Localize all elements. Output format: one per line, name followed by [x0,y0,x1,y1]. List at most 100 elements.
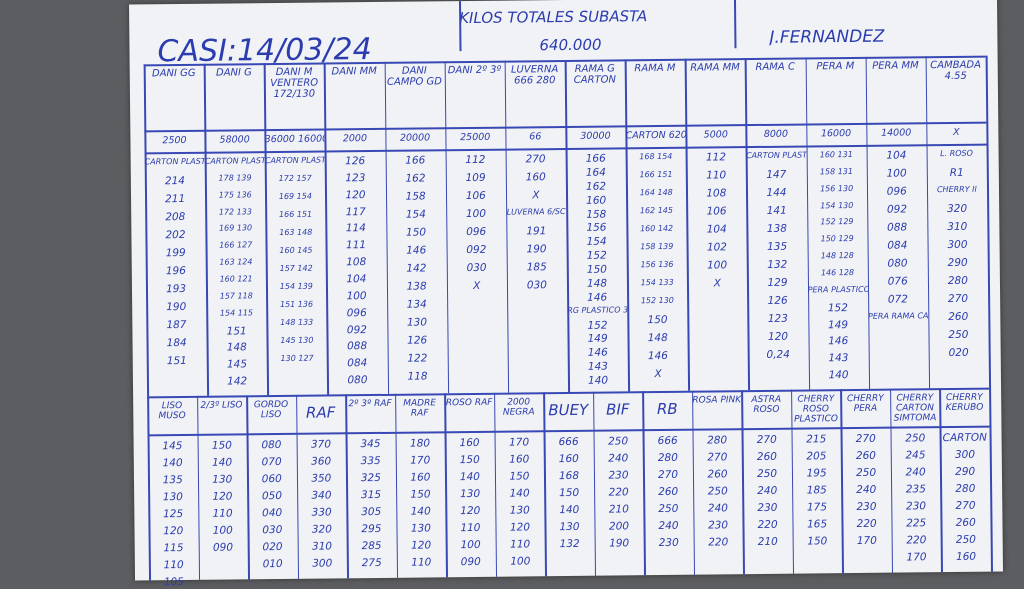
rule [733,0,737,49]
value: 160 145 [279,245,313,255]
value: 150 [405,226,427,239]
value: 112 [465,153,486,167]
value: 260 [707,468,728,481]
value: 111 [345,239,367,252]
value: 345 [360,437,381,451]
value: 230 [905,500,927,513]
value: 300 [947,238,968,252]
value: 260 [658,485,679,499]
value: 160 [459,436,480,450]
value: 290 [955,465,976,478]
price: X [952,126,960,138]
price: 8000 [763,128,789,140]
price: 66 [529,131,542,143]
price: 5000 [703,129,728,141]
value: 143 [828,352,849,365]
price: 2000 [342,133,368,145]
column-header: GORDO LISO [253,399,289,421]
value: 168 [558,469,580,483]
price: 58000 [219,134,250,146]
value: 138 [766,222,787,235]
value: 120 [460,504,481,518]
value: 164 148 [639,187,673,198]
column-header: CHERRY KERUBO [945,392,984,414]
value: 210 [608,503,629,516]
value: 120 [163,525,184,538]
value: 076 [887,275,908,288]
value: 109 [465,171,486,185]
value: 175 [806,501,828,514]
value: 126 [407,334,428,347]
value: X [532,189,540,202]
value: 102 [706,241,728,254]
value: 285 [361,539,382,553]
value: 146 [587,346,608,360]
value: 115 [163,542,184,555]
value: 143 [587,360,608,374]
column-header: CAMBADA 4.55 [930,59,982,83]
value: 0,24 [766,348,790,361]
column-header: DANI GG [151,67,196,80]
value: 295 [361,522,382,536]
value: 280 [955,482,976,495]
value: 200 [608,520,630,533]
value: 166 127 [219,240,253,250]
value: 250 [955,533,976,546]
value: 072 [887,293,908,306]
value: CHERRY II [936,184,977,195]
value: 123 [767,312,788,325]
value: 126 [345,155,366,168]
value: 092 [346,323,368,336]
column-header: RAMA C [755,61,795,74]
column-header: RAMA G CARTON [573,63,617,86]
value: 130 [410,522,431,535]
value: 160 [410,471,431,484]
value: 030 [466,261,487,275]
value: 130 [509,504,530,517]
value: 030 [262,523,283,537]
column-header: DANI MM [331,65,377,78]
value: 158 139 [640,241,674,252]
value: 163 124 [219,257,253,267]
value: R1 [949,166,964,179]
price: 14000 [880,127,912,139]
value: 162 [585,180,607,193]
value: 325 [360,471,381,485]
value: 270 [657,468,679,482]
value: 150 129 [820,234,854,244]
value: 100 [346,289,367,303]
value: 150 [559,486,580,500]
value: 170 [906,551,927,564]
value: 130 [459,487,481,501]
value: 132 [559,537,580,551]
value: 140 [410,505,431,518]
value: 134 [406,298,427,311]
value: 146 [406,244,427,257]
value: 230 [608,469,629,482]
value: 205 [806,450,827,463]
value: 160 121 [219,274,253,284]
price: 16000 [820,128,852,140]
value: 100 [707,259,728,272]
column-header: ROSO RAF [445,397,493,409]
value: 120 [411,539,432,552]
value: 260 [855,449,877,462]
value: CARTON [942,431,988,445]
value: 145 [162,440,183,453]
value: 108 [346,256,367,269]
value: 191 [526,225,547,238]
value: 154 115 [219,307,254,318]
value: 315 [360,488,382,502]
value: 146 [828,335,849,348]
value: 148 [226,341,247,354]
value: 152 129 [820,217,854,227]
value: 240 [608,452,629,465]
value: CARTON PLASTICO [204,156,265,166]
value: 060 [261,472,282,486]
value: 040 [262,506,283,520]
value: 240 [905,466,926,479]
value: 340 [311,489,332,502]
value: 126 [767,294,788,307]
value: 193 [165,282,187,296]
value: 320 [947,202,968,216]
